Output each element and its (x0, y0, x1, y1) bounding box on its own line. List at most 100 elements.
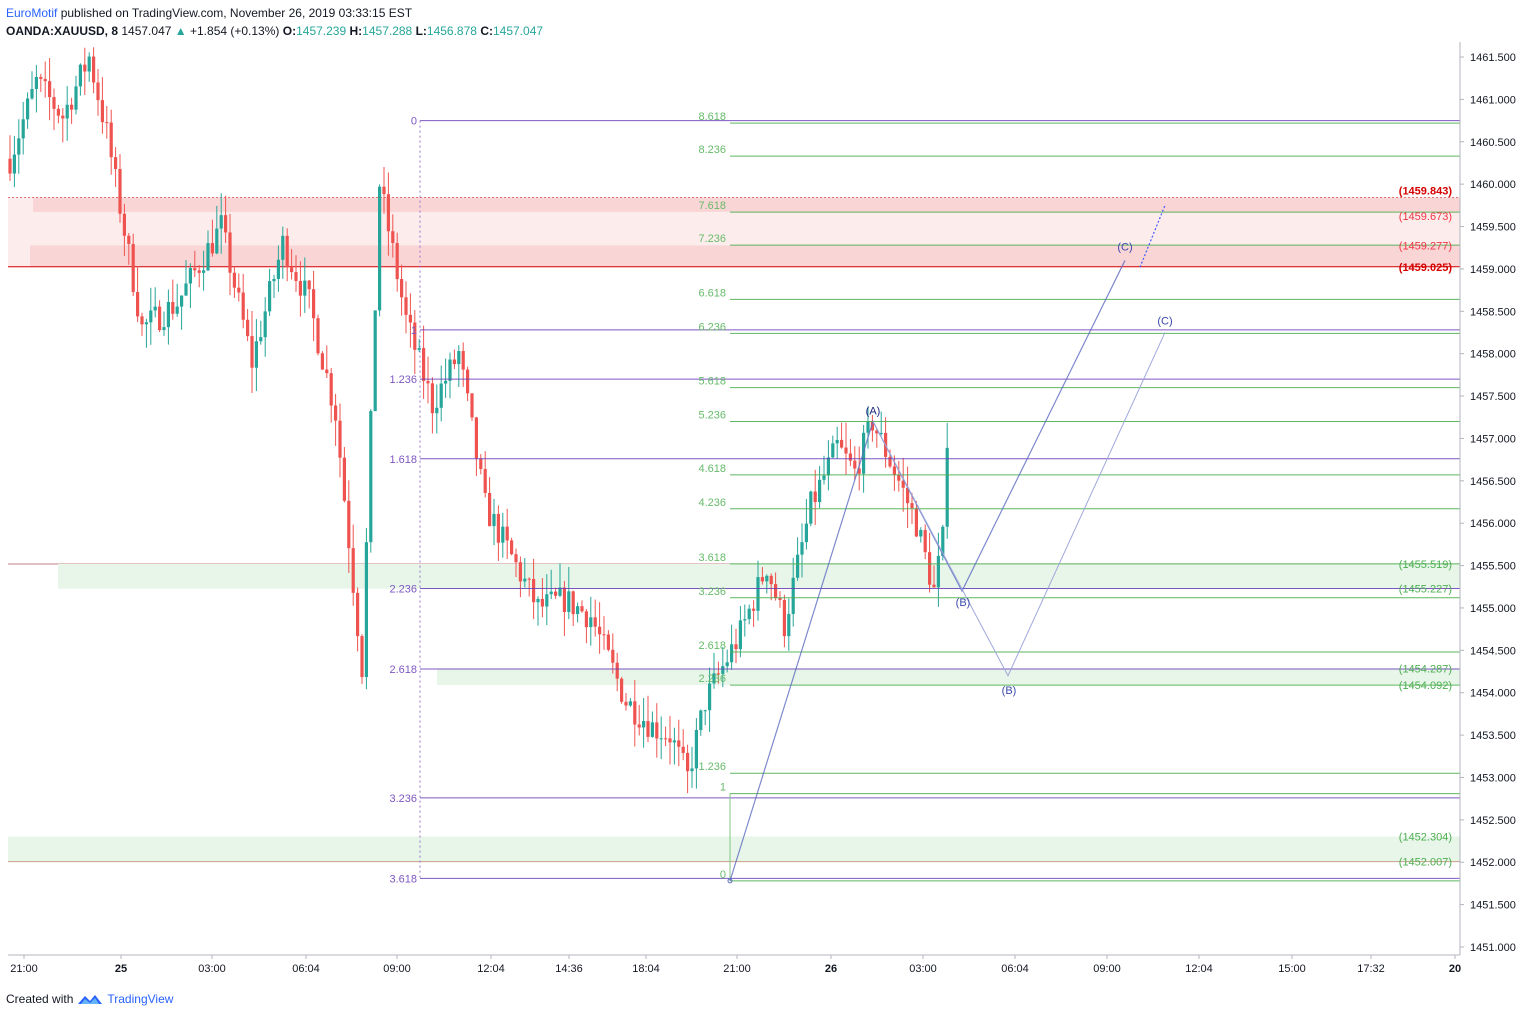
fib-green-label: 3.618 (698, 552, 726, 564)
candle-body (78, 64, 82, 87)
candle-body (743, 619, 747, 621)
candle-body (140, 316, 144, 325)
time-tick-label: 25 (115, 963, 127, 975)
price-level-label: (1459.673) (1399, 211, 1452, 223)
candle-body (391, 231, 395, 244)
candle-body (347, 500, 351, 549)
price-tick-label: 1452.500 (1470, 815, 1516, 827)
candle-body (901, 480, 905, 488)
ohlc-line: OANDA:XAUUSD, 8 1457.047 ▲ +1.854 (+0.13… (6, 22, 543, 40)
time-tick-label: 03:00 (198, 963, 226, 975)
candle-body (448, 359, 452, 381)
candle-body (831, 443, 835, 458)
time-tick-label: 14:36 (555, 963, 583, 975)
candle-body (105, 122, 109, 124)
candle-body (483, 469, 487, 493)
candle-body (184, 283, 188, 296)
wave-label: (C) (1117, 241, 1132, 253)
candle-body (598, 626, 602, 635)
price-level-label: (1455.519) (1399, 559, 1452, 571)
candle-body (342, 457, 346, 501)
candle-body (787, 614, 791, 637)
time-tick-label: 17:32 (1357, 963, 1385, 975)
last-price: 1457.047 (121, 24, 172, 38)
candle-body (118, 168, 122, 214)
price-level-label: (1454.092) (1399, 680, 1452, 692)
candle-body (664, 738, 668, 740)
candle-body (769, 575, 773, 585)
candle-body (206, 243, 210, 271)
candle-body (694, 729, 698, 769)
price-level-label: (1455.227) (1399, 584, 1452, 596)
candle-body (602, 634, 606, 636)
tradingview-brand[interactable]: TradingView (107, 992, 174, 1006)
candle-body (210, 243, 214, 254)
fib-green-label: 7.618 (698, 200, 726, 212)
candle-body (721, 666, 725, 674)
candle-body (263, 311, 267, 338)
candle-body (492, 513, 496, 527)
price-tick-label: 1460.500 (1470, 137, 1516, 149)
fib-purple-label: 2.236 (389, 583, 417, 595)
candle-body (765, 575, 769, 582)
price-level-label: (1452.304) (1399, 831, 1452, 843)
candle-body (8, 158, 12, 174)
candle-body (479, 458, 483, 470)
wave-label: (B) (1002, 685, 1017, 697)
candle-body (791, 577, 795, 615)
candle-body (879, 432, 883, 434)
candle-body (888, 456, 892, 467)
candle-body (686, 752, 690, 772)
fib-green-label: 1.236 (698, 761, 726, 773)
candle-body (413, 322, 417, 350)
candle-body (633, 701, 637, 725)
candle-body (285, 235, 289, 268)
candle-body (92, 56, 96, 83)
candle-body (70, 104, 74, 110)
candle-body (254, 341, 258, 368)
symbol-label[interactable]: OANDA:XAUUSD, 8 (6, 24, 119, 38)
axes-layer: 1451.000 1451.500 1452.000 1452.500 1453.000… (8, 42, 1516, 975)
candle-body (470, 393, 474, 418)
candle-body (356, 592, 360, 637)
candle-body (593, 617, 597, 627)
candle-body (606, 634, 610, 650)
candle-body (241, 292, 245, 320)
candle-body (87, 56, 91, 72)
candle-body (158, 306, 162, 331)
candle-body (114, 157, 118, 169)
wave-path-alternate (872, 332, 1166, 677)
candle-body (774, 584, 778, 599)
time-tick-label: 20 (1449, 963, 1461, 975)
candle-body (835, 439, 839, 444)
time-tick-label: 21:00 (723, 963, 751, 975)
price-tick-label: 1459.500 (1470, 222, 1516, 234)
author-link[interactable]: EuroMotif (6, 6, 58, 20)
candle-body (853, 460, 857, 469)
fib-green-label: 1 (720, 782, 726, 794)
candle-body (237, 287, 241, 293)
zones-layer (8, 196, 1460, 863)
candle-body (518, 562, 522, 582)
wave-point (727, 878, 733, 884)
candle-body (848, 453, 852, 461)
candle-body (56, 108, 60, 116)
price-level-label: (1459.277) (1399, 240, 1452, 252)
time-tick-label: 06:04 (1001, 963, 1029, 975)
candle-body (122, 213, 126, 236)
candle-body (334, 405, 338, 421)
candle-body (615, 662, 619, 679)
candle-body (818, 479, 822, 503)
candle-body (162, 327, 166, 331)
candle-body (897, 474, 901, 481)
wave-label: (A) (866, 405, 881, 417)
candle-body (677, 740, 681, 747)
candle-body (510, 540, 514, 555)
candle-body (514, 554, 518, 563)
candle-body (642, 721, 646, 728)
candle-body (857, 468, 861, 474)
price-tick-label: 1457.000 (1470, 433, 1516, 445)
candle-body (919, 530, 923, 537)
candle-body (303, 280, 307, 296)
